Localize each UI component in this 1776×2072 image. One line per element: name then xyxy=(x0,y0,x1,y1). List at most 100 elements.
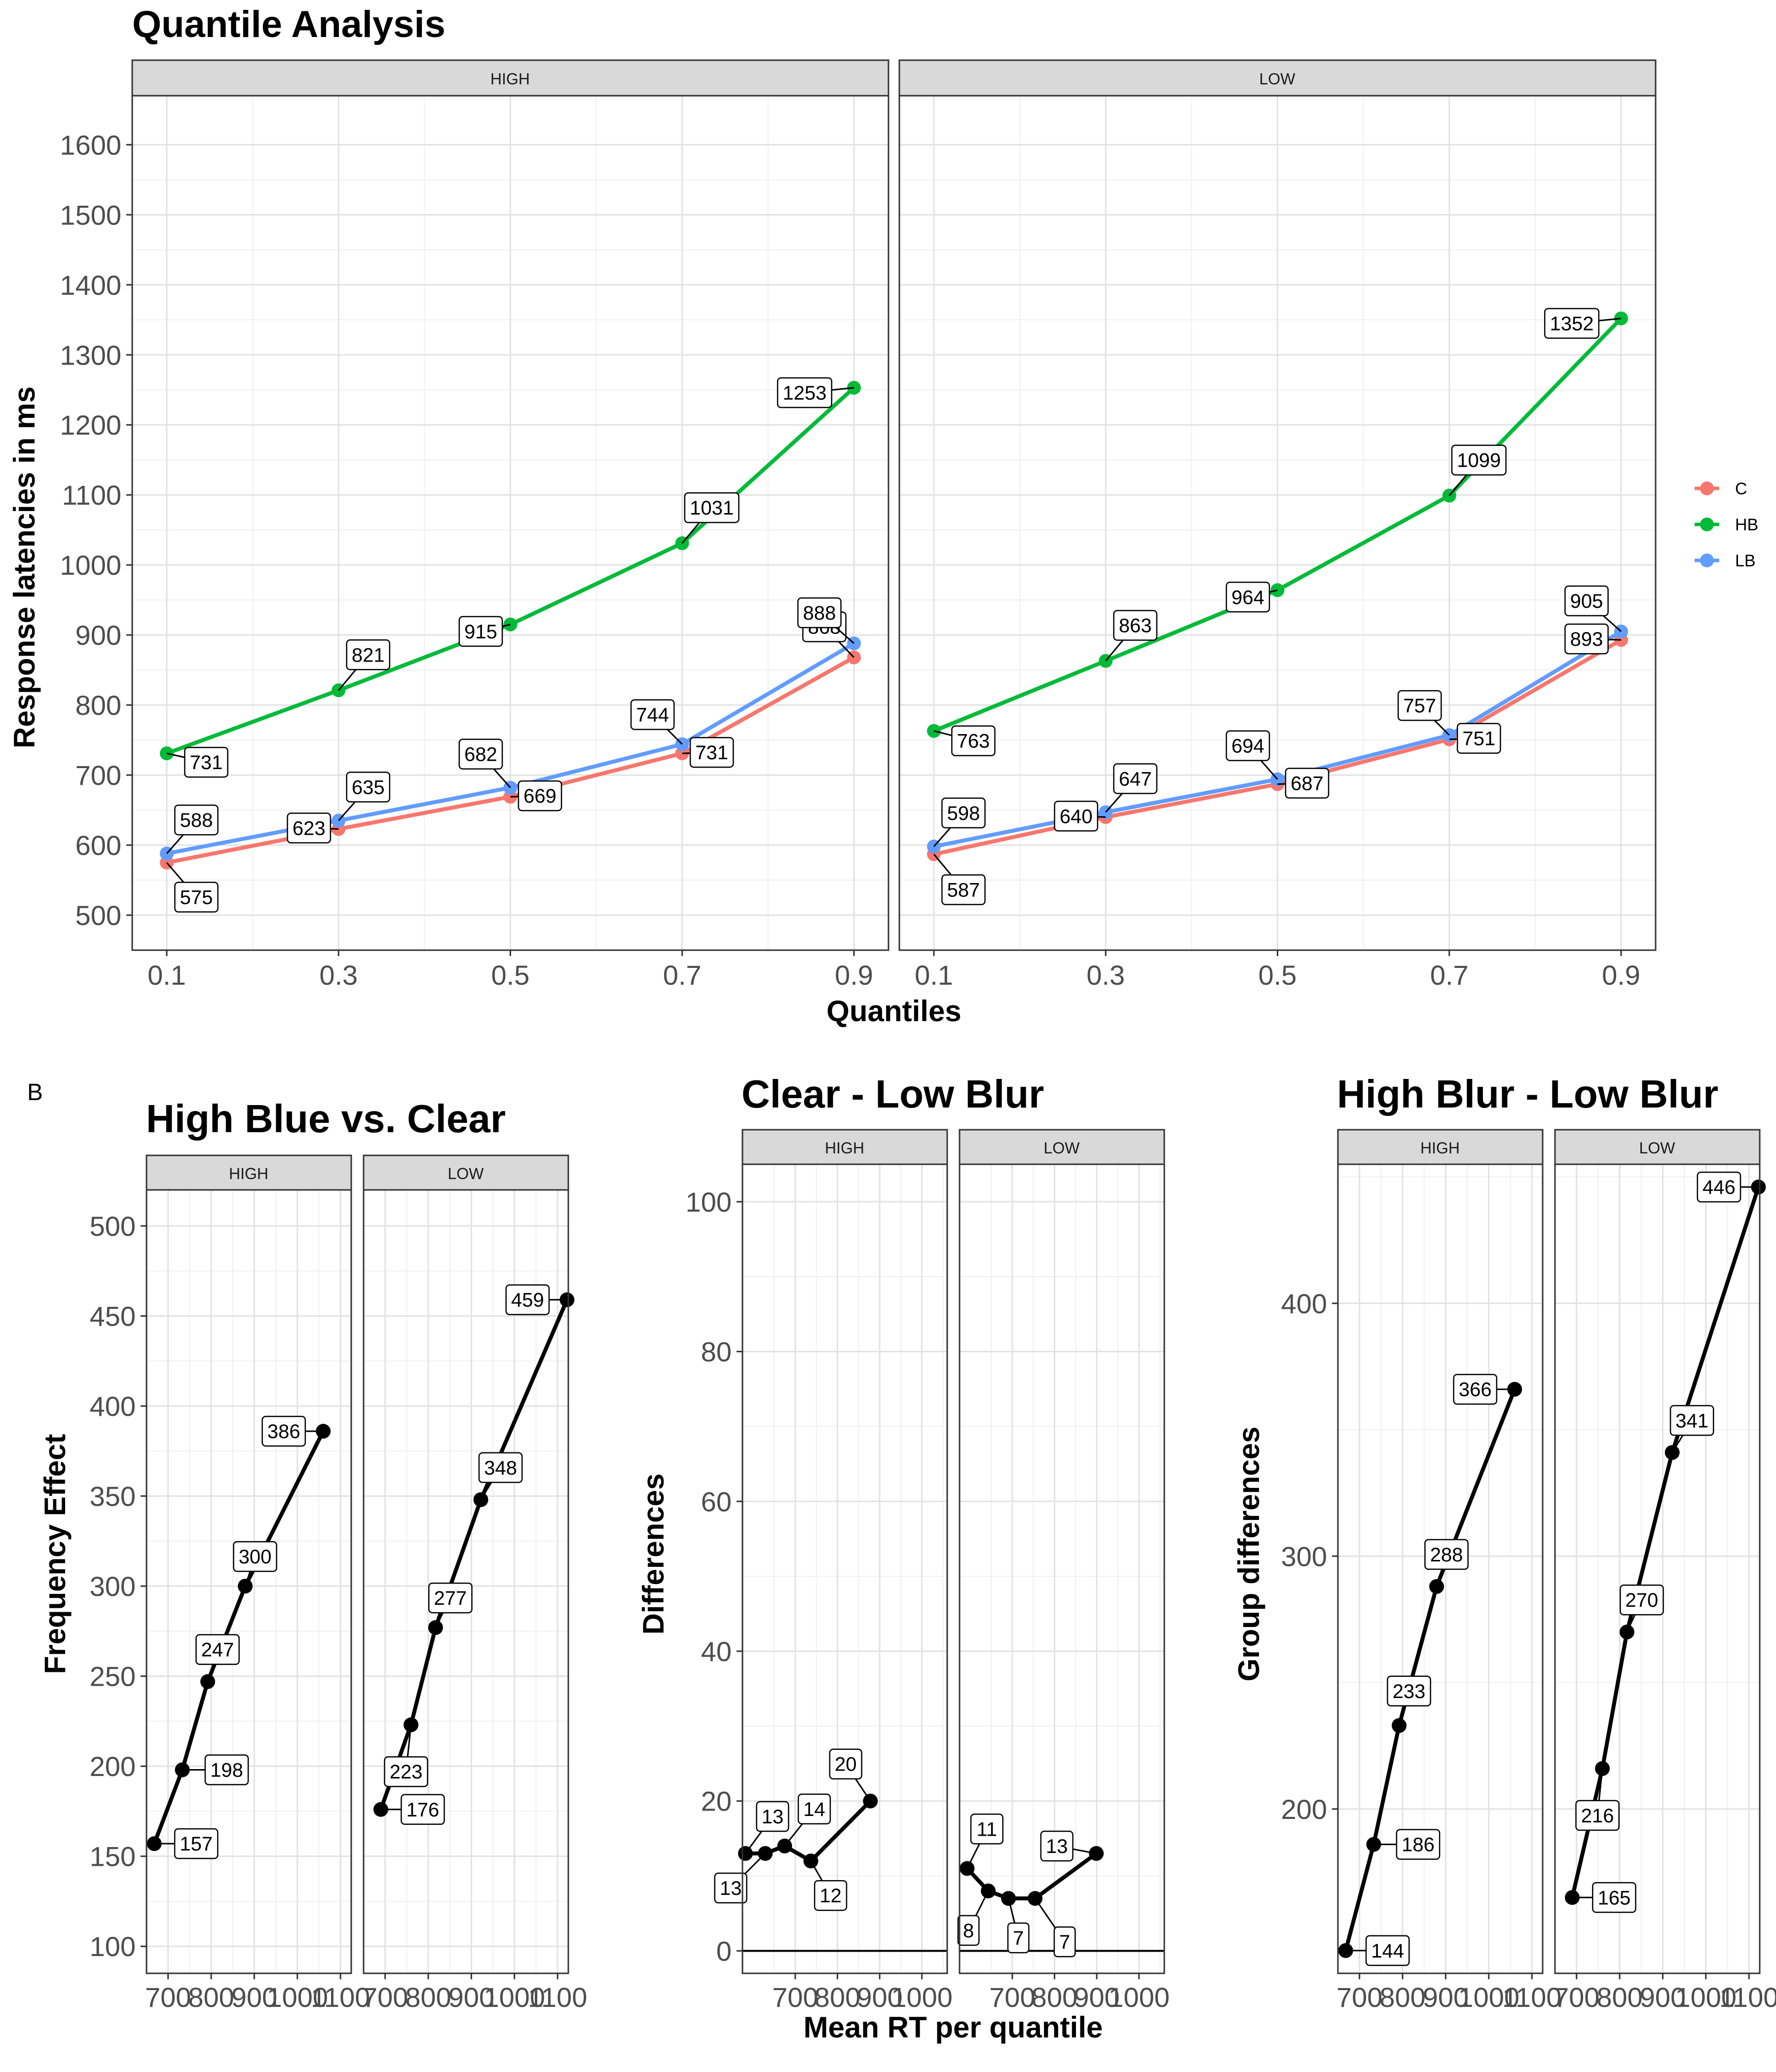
legend-item: C xyxy=(1695,480,1747,498)
data-label: 13 xyxy=(720,1878,742,1899)
data-label: 247 xyxy=(201,1639,234,1661)
data-label: 459 xyxy=(511,1290,544,1311)
data-label-box xyxy=(941,797,986,829)
x-axis-title: Quantiles xyxy=(826,995,961,1028)
x-tick-label: 900 xyxy=(231,1982,277,2013)
chart-title: High Blue vs. Clear xyxy=(146,1097,506,1141)
y-tick-label: 900 xyxy=(75,620,121,651)
data-label-box xyxy=(505,1284,550,1315)
chart-title: Quantile Analysis xyxy=(132,3,445,45)
data-label-box xyxy=(458,616,503,647)
data-label: 198 xyxy=(210,1759,243,1781)
data-label: 216 xyxy=(1581,1805,1614,1827)
data-label: 751 xyxy=(1462,728,1495,750)
y-tick-label: 150 xyxy=(90,1841,136,1872)
data-label-box xyxy=(1669,1405,1714,1436)
y-tick-label: 450 xyxy=(90,1301,136,1332)
y-tick-label: 200 xyxy=(90,1751,136,1782)
x-tick-label: 700 xyxy=(362,1982,408,2013)
x-tick-label: 900 xyxy=(448,1982,494,2013)
y-axis-title: Frequency Effect xyxy=(38,1434,72,1674)
data-label: 341 xyxy=(1675,1410,1708,1432)
data-label: 277 xyxy=(434,1588,467,1609)
data-label-box xyxy=(684,492,740,523)
data-label: 13 xyxy=(1046,1836,1068,1857)
y-tick-label: 250 xyxy=(90,1661,136,1692)
data-label-box xyxy=(1225,582,1270,613)
facet-low: LOW 11 8 7 7 13 xyxy=(957,1129,1165,1974)
data-label: 1253 xyxy=(783,382,827,404)
y-axis-title: Group differences xyxy=(1232,1427,1265,1682)
data-label: 7 xyxy=(1013,1927,1024,1949)
y-tick-label: 20 xyxy=(701,1786,732,1817)
data-label: 446 xyxy=(1702,1177,1736,1198)
x-tick-label: 0.9 xyxy=(1602,960,1640,991)
data-label: 1099 xyxy=(1457,450,1501,472)
legend-label: LB xyxy=(1735,552,1756,570)
data-label-box xyxy=(458,739,503,770)
y-axis: 0 20 40 60 80 100 xyxy=(686,1186,742,1966)
data-label-box xyxy=(1453,1373,1498,1405)
y-tick-label: 1500 xyxy=(60,199,121,230)
x-tick-label: 700 xyxy=(1554,1982,1599,2013)
panel-border xyxy=(1337,1163,1544,1974)
data-label: 223 xyxy=(390,1761,423,1783)
data-label: 12 xyxy=(819,1885,842,1907)
data-label-box xyxy=(797,597,842,629)
data-label: 1031 xyxy=(690,497,734,519)
x-tick-label: 0.7 xyxy=(1430,960,1469,991)
x-tick-label: 900 xyxy=(1423,1982,1469,2013)
x-tick-label: 1000 xyxy=(267,1982,329,2013)
data-label: 588 xyxy=(180,810,213,831)
facet-strip-label: HIGH xyxy=(1420,1139,1460,1157)
data-label: 694 xyxy=(1231,736,1264,757)
data-label-box xyxy=(1456,723,1501,754)
data-label: 14 xyxy=(803,1799,825,1820)
y-tick-label: 40 xyxy=(701,1636,732,1667)
y-axis-title: Differences xyxy=(637,1474,670,1635)
data-label: 13 xyxy=(762,1806,784,1828)
facet-low: LOW 587 640 687 751 893 763 863 964 1099 1352 598 6… xyxy=(898,59,1657,951)
x-tick-label: 1100 xyxy=(1502,1982,1561,2013)
data-label-box xyxy=(1007,1922,1030,1954)
x-tick-label: 1100 xyxy=(528,1982,587,2013)
data-label: 587 xyxy=(947,880,980,901)
x-tick-label: 0.3 xyxy=(319,960,358,991)
y-axis: 500 600 700 800 900 1000 1100 1200 1300 1400 1500 1… xyxy=(60,129,132,931)
data-label: 915 xyxy=(464,621,497,643)
y-tick-label: 300 xyxy=(1281,1541,1327,1572)
data-label: 300 xyxy=(239,1546,272,1568)
data-label-box xyxy=(1397,690,1442,721)
data-label-box xyxy=(1365,1935,1410,1966)
y-tick-label: 600 xyxy=(75,830,121,861)
x-tick-label: 900 xyxy=(1073,1982,1119,2013)
y-tick-label: 800 xyxy=(75,690,121,721)
plot-area: 165 216 270 341 446 xyxy=(1554,1163,1766,1974)
y-tick-label: 500 xyxy=(75,900,121,931)
panel-label: B xyxy=(27,1079,43,1106)
data-label-box xyxy=(1387,1675,1431,1706)
x-axis: 0.1 0.3 0.5 0.7 0.9 0.1 0.3 0.5 0.7 0.9 xyxy=(148,950,1640,991)
plot-area: 157 198 247 300 386 xyxy=(146,1189,352,1974)
data-label-box xyxy=(756,1801,789,1832)
data-label: 598 xyxy=(947,803,980,824)
data-label-box xyxy=(1053,1926,1076,1958)
data-label: 1352 xyxy=(1550,313,1594,334)
facet-strip-label: LOW xyxy=(1259,70,1296,88)
data-label-box xyxy=(174,804,219,836)
x-tick-label: 0.7 xyxy=(663,960,702,991)
data-label: 863 xyxy=(1119,615,1152,637)
data-label: 647 xyxy=(1119,768,1152,790)
data-label-box xyxy=(1451,444,1507,476)
data-label: 757 xyxy=(1403,695,1436,717)
data-label-box xyxy=(1054,801,1099,832)
facet-strip-label: HIGH xyxy=(825,1139,864,1157)
facet-strip-label: HIGH xyxy=(229,1165,268,1183)
data-label: 7 xyxy=(1059,1931,1070,1953)
facet-strip xyxy=(898,59,1657,97)
data-label: 682 xyxy=(464,744,497,766)
data-label: 888 xyxy=(803,602,836,624)
data-label: 270 xyxy=(1626,1590,1659,1611)
x-tick-label: 0.5 xyxy=(1258,960,1297,991)
